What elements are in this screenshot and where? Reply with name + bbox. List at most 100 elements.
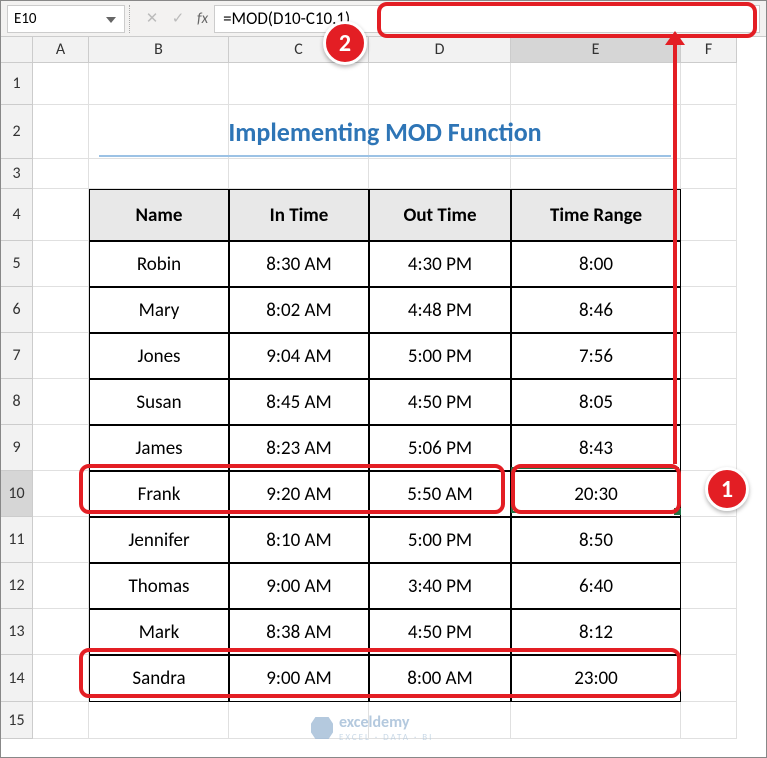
table-header[interactable]: In Time bbox=[229, 189, 369, 241]
table-header[interactable]: Out Time bbox=[369, 189, 511, 241]
row-header-14[interactable]: 14 bbox=[1, 655, 33, 702]
table-cell[interactable]: 8:45 AM bbox=[229, 379, 369, 425]
row-header-8[interactable]: 8 bbox=[1, 379, 33, 425]
table-cell[interactable]: 8:05 bbox=[511, 379, 681, 425]
table-cell[interactable]: Susan bbox=[89, 379, 229, 425]
table-cell[interactable]: 3:40 PM bbox=[369, 563, 511, 609]
row-header-9[interactable]: 9 bbox=[1, 425, 33, 471]
row-header-5[interactable]: 5 bbox=[1, 241, 33, 287]
table-cell[interactable]: 8:12 bbox=[511, 609, 681, 655]
table-cell[interactable]: 8:02 AM bbox=[229, 287, 369, 333]
table-cell[interactable]: 8:43 bbox=[511, 425, 681, 471]
row-header-3[interactable]: 3 bbox=[1, 159, 33, 189]
table-cell[interactable]: 9:00 AM bbox=[229, 563, 369, 609]
table-cell[interactable]: 8:10 AM bbox=[229, 517, 369, 563]
row-header-2[interactable]: 2 bbox=[1, 105, 33, 159]
cell[interactable] bbox=[33, 609, 89, 655]
table-cell[interactable]: 9:04 AM bbox=[229, 333, 369, 379]
table-cell[interactable]: 4:50 PM bbox=[369, 379, 511, 425]
cell[interactable] bbox=[33, 655, 89, 702]
cell[interactable] bbox=[33, 189, 89, 241]
cell[interactable] bbox=[33, 425, 89, 471]
table-cell[interactable]: 20:30 bbox=[511, 471, 681, 517]
table-cell[interactable]: 8:30 AM bbox=[229, 241, 369, 287]
table-cell[interactable]: 8:00 AM bbox=[369, 655, 511, 702]
row-header-13[interactable]: 13 bbox=[1, 609, 33, 655]
row-header-11[interactable]: 11 bbox=[1, 517, 33, 563]
cell[interactable] bbox=[681, 655, 737, 702]
table-cell[interactable]: Thomas bbox=[89, 563, 229, 609]
table-cell[interactable]: 5:50 AM bbox=[369, 471, 511, 517]
table-cell[interactable]: Frank bbox=[89, 471, 229, 517]
cell[interactable] bbox=[681, 63, 737, 105]
col-header-F[interactable]: F bbox=[681, 37, 737, 63]
table-cell[interactable]: 8:50 bbox=[511, 517, 681, 563]
cell[interactable] bbox=[369, 63, 511, 105]
cell[interactable] bbox=[33, 241, 89, 287]
cell[interactable] bbox=[33, 105, 89, 159]
table-cell[interactable]: 5:00 PM bbox=[369, 333, 511, 379]
table-cell[interactable]: Mary bbox=[89, 287, 229, 333]
col-header-E[interactable]: E bbox=[511, 37, 681, 63]
table-header[interactable]: Time Range bbox=[511, 189, 681, 241]
col-header-A[interactable]: A bbox=[33, 37, 89, 63]
cell[interactable] bbox=[33, 563, 89, 609]
formula-input[interactable]: =MOD(D10-C10,1) bbox=[214, 5, 760, 33]
cell[interactable] bbox=[681, 105, 737, 159]
table-cell[interactable]: 8:38 AM bbox=[229, 609, 369, 655]
table-cell[interactable]: 9:00 AM bbox=[229, 655, 369, 702]
table-cell[interactable]: 4:30 PM bbox=[369, 241, 511, 287]
table-cell[interactable]: 7:56 bbox=[511, 333, 681, 379]
cell[interactable] bbox=[229, 159, 369, 189]
cell[interactable] bbox=[511, 159, 681, 189]
cell[interactable] bbox=[681, 425, 737, 471]
table-cell[interactable]: 9:20 AM bbox=[229, 471, 369, 517]
table-cell[interactable]: Mark bbox=[89, 609, 229, 655]
row-header-15[interactable]: 15 bbox=[1, 702, 33, 739]
select-all-corner[interactable] bbox=[1, 37, 33, 63]
table-header[interactable]: Name bbox=[89, 189, 229, 241]
col-header-D[interactable]: D bbox=[369, 37, 511, 63]
cell[interactable] bbox=[681, 189, 737, 241]
table-cell[interactable]: 23:00 bbox=[511, 655, 681, 702]
row-header-10[interactable]: 10 bbox=[1, 471, 33, 517]
cell[interactable] bbox=[511, 63, 681, 105]
cell[interactable] bbox=[681, 159, 737, 189]
row-header-4[interactable]: 4 bbox=[1, 189, 33, 241]
table-cell[interactable]: Sandra bbox=[89, 655, 229, 702]
table-cell[interactable]: Robin bbox=[89, 241, 229, 287]
name-box-dropdown-icon[interactable] bbox=[106, 13, 118, 25]
cell[interactable] bbox=[681, 333, 737, 379]
cell[interactable] bbox=[681, 517, 737, 563]
row-header-6[interactable]: 6 bbox=[1, 287, 33, 333]
cell[interactable] bbox=[33, 159, 89, 189]
cell[interactable] bbox=[681, 563, 737, 609]
name-box[interactable]: E10 bbox=[7, 5, 125, 33]
cell[interactable] bbox=[33, 471, 89, 517]
cell[interactable] bbox=[229, 63, 369, 105]
cell[interactable] bbox=[89, 63, 229, 105]
fx-icon[interactable]: fx bbox=[191, 10, 214, 28]
table-cell[interactable]: 5:00 PM bbox=[369, 517, 511, 563]
cell[interactable] bbox=[33, 333, 89, 379]
cell[interactable] bbox=[33, 287, 89, 333]
cell[interactable] bbox=[369, 159, 511, 189]
table-cell[interactable]: Jennifer bbox=[89, 517, 229, 563]
cell[interactable] bbox=[89, 702, 229, 739]
cell[interactable] bbox=[681, 702, 737, 739]
cell[interactable] bbox=[681, 241, 737, 287]
check-icon[interactable]: ✓ bbox=[165, 5, 191, 33]
table-cell[interactable]: 8:23 AM bbox=[229, 425, 369, 471]
col-header-B[interactable]: B bbox=[89, 37, 229, 63]
cell[interactable] bbox=[33, 63, 89, 105]
cell[interactable] bbox=[681, 379, 737, 425]
cell[interactable] bbox=[33, 517, 89, 563]
table-cell[interactable]: James bbox=[89, 425, 229, 471]
cell[interactable] bbox=[33, 702, 89, 739]
cell[interactable] bbox=[89, 159, 229, 189]
table-cell[interactable]: 6:40 bbox=[511, 563, 681, 609]
table-cell[interactable]: 4:50 PM bbox=[369, 609, 511, 655]
row-header-12[interactable]: 12 bbox=[1, 563, 33, 609]
row-header-1[interactable]: 1 bbox=[1, 63, 33, 105]
table-cell[interactable]: Jones bbox=[89, 333, 229, 379]
